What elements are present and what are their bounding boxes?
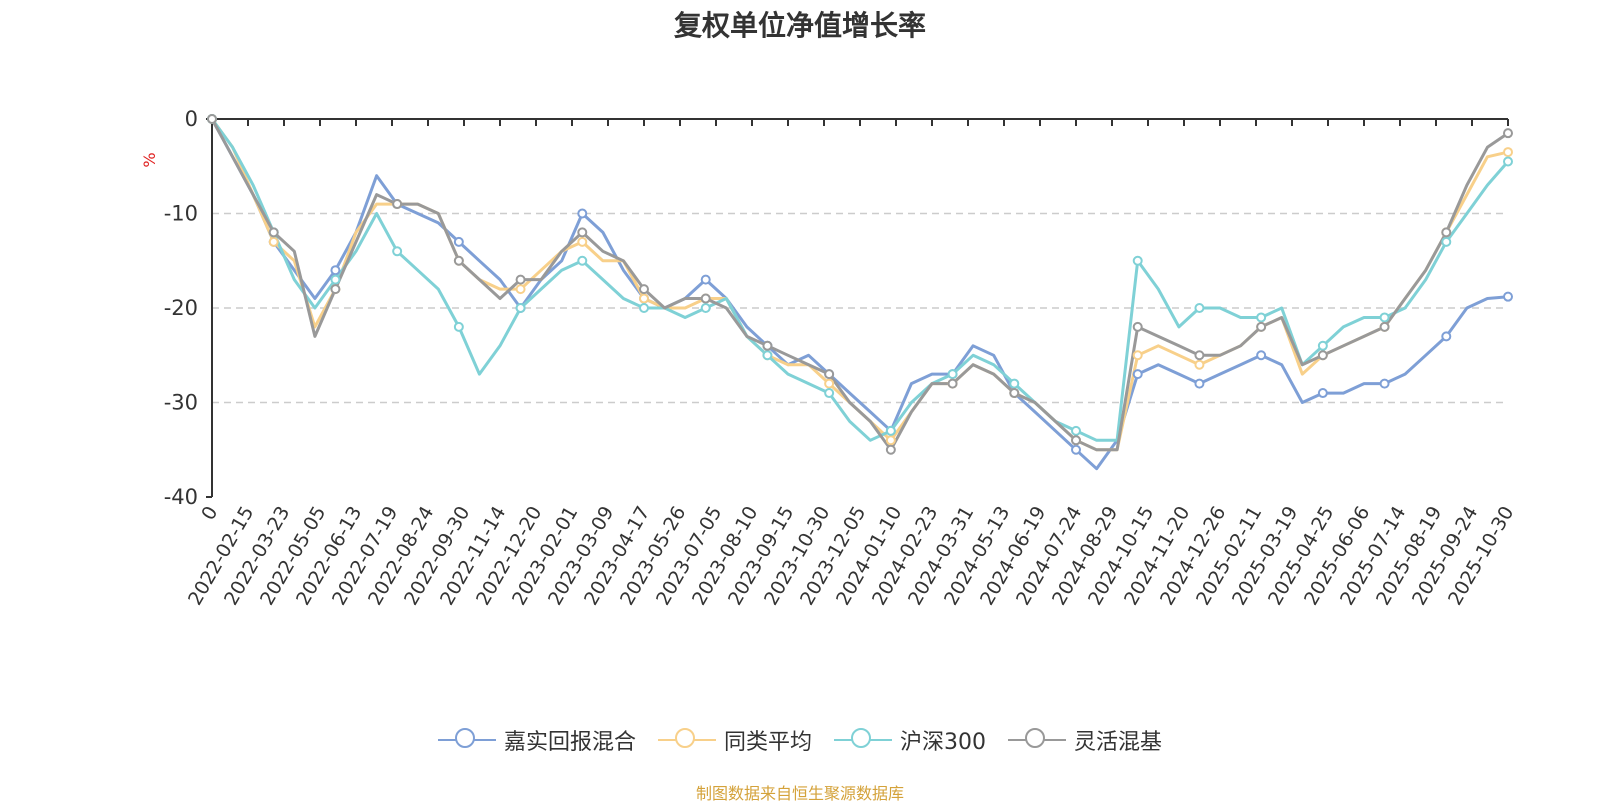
data-point — [1503, 147, 1513, 158]
data-point — [1132, 255, 1143, 266]
chart-title: 复权单位净值增长率 — [673, 9, 926, 42]
data-point — [824, 369, 835, 380]
data-point — [1071, 425, 1081, 436]
data-point — [1194, 303, 1205, 313]
series-line — [210, 117, 1510, 452]
data-point — [392, 246, 403, 257]
data-point — [885, 435, 896, 446]
data-point — [577, 227, 588, 238]
y-tick-label: -10 — [164, 202, 198, 226]
data-point — [1256, 350, 1267, 361]
legend-label: 沪深300 — [900, 730, 986, 755]
x-tick-label: 0 — [197, 503, 222, 524]
data-point — [1317, 350, 1328, 361]
y-tick-label: -20 — [164, 296, 198, 320]
data-point — [1441, 331, 1452, 342]
data-source-note: 制图数据来自恒生聚源数据库 — [695, 784, 904, 803]
data-point — [1379, 378, 1390, 389]
data-point — [453, 236, 464, 247]
legend-label: 嘉实回报混合 — [503, 730, 636, 755]
data-point — [1503, 156, 1513, 167]
grid-lines — [212, 212, 1508, 404]
data-point — [639, 303, 649, 313]
data-point — [1379, 321, 1390, 332]
legend-item-flexible-mixed[interactable]: 灵活混基 — [1008, 724, 1162, 756]
data-point — [1194, 359, 1205, 370]
data-point — [577, 255, 588, 266]
data-point — [577, 236, 588, 247]
data-point — [392, 199, 403, 210]
data-point — [577, 208, 588, 219]
data-point — [1317, 388, 1328, 399]
legend-label: 同类平均 — [723, 730, 812, 755]
data-point — [1194, 378, 1205, 389]
data-point — [885, 444, 896, 455]
legend-circle-icon — [1008, 727, 1066, 753]
data-point — [947, 369, 958, 380]
data-point — [1379, 312, 1390, 323]
data-point — [1132, 321, 1143, 332]
data-point — [330, 265, 341, 276]
data-point — [1071, 444, 1081, 455]
data-point — [1256, 321, 1267, 332]
legend-item-peer-average[interactable]: 同类平均 — [657, 724, 812, 756]
data-point — [1503, 291, 1513, 302]
data-point — [947, 378, 958, 389]
axes — [206, 118, 1509, 498]
data-point — [700, 303, 711, 313]
data-point — [1317, 340, 1328, 351]
series-line — [210, 117, 1510, 471]
data-point — [885, 425, 896, 436]
data-point — [1132, 350, 1143, 361]
data-point — [330, 284, 341, 295]
data-point — [1441, 227, 1452, 238]
data-point — [330, 274, 341, 285]
legend-item-fund[interactable]: 嘉实回报混合 — [437, 724, 636, 756]
data-point — [515, 303, 526, 313]
data-point — [515, 284, 526, 295]
data-point — [700, 293, 711, 304]
data-point — [1194, 350, 1205, 361]
series-line — [210, 117, 1510, 442]
data-point — [268, 227, 279, 238]
legend-item-csi300[interactable]: 沪深300 — [834, 724, 986, 756]
data-point — [268, 236, 279, 247]
data-point — [1071, 435, 1081, 446]
data-point — [453, 255, 464, 266]
series-markers — [207, 114, 1513, 455]
y-tick-label: -40 — [164, 485, 198, 509]
data-point — [1503, 128, 1513, 139]
legend-circle-icon — [437, 727, 496, 753]
data-point — [207, 114, 217, 124]
data-point — [824, 378, 835, 389]
legend-circle-icon — [657, 727, 716, 753]
data-point — [700, 274, 711, 285]
legend-label: 灵活混基 — [1074, 730, 1163, 755]
data-point — [1009, 388, 1020, 399]
y-axis-label: % — [140, 152, 159, 167]
data-point — [1441, 236, 1452, 247]
data-point — [762, 350, 773, 361]
series-lines — [210, 117, 1510, 471]
data-point — [1256, 312, 1267, 323]
data-point — [639, 293, 649, 304]
y-tick-label: -30 — [164, 391, 198, 415]
data-point — [824, 388, 835, 399]
data-point — [762, 340, 773, 351]
series-line — [210, 117, 1510, 452]
data-point — [1132, 369, 1143, 380]
data-point — [515, 274, 526, 285]
legend-circle-icon — [834, 727, 892, 753]
data-point — [1009, 378, 1020, 389]
legend: 嘉实回报混合 同类平均 沪深300 灵活混基 — [0, 724, 1600, 756]
data-point — [453, 321, 464, 332]
y-tick-label: 0 — [185, 107, 198, 131]
data-point — [639, 284, 649, 295]
